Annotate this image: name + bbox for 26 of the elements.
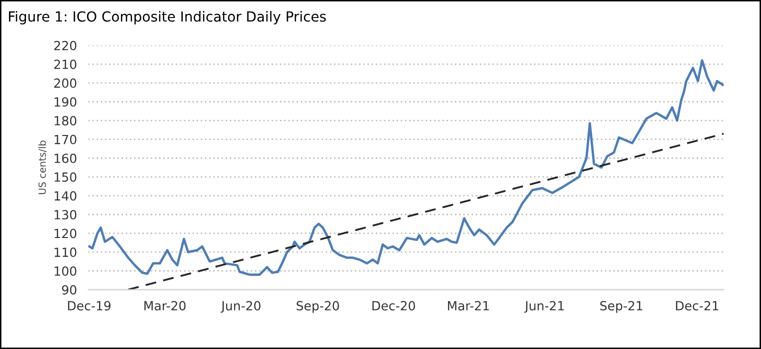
y-axis-title: US cents/lb (38, 140, 47, 194)
y-tick-label: 110 (54, 248, 76, 258)
y-tick-label: 150 (54, 172, 76, 182)
y-tick-label: 120 (54, 228, 76, 238)
x-tick-label: Sep-21 (600, 301, 642, 313)
y-tick-label: 130 (54, 210, 76, 220)
y-tick-label: 220 (54, 40, 76, 50)
x-tick-label: Dec-19 (68, 301, 111, 310)
x-tick-label: Jun-20 (220, 301, 260, 313)
y-tick-label: 160 (54, 154, 76, 164)
line-series (88, 59, 724, 276)
y-tick-label: 170 (54, 134, 76, 144)
y-tick-label: 200 (54, 78, 76, 88)
x-tick-label: Dec-20 (372, 301, 415, 310)
y-tick-label: 140 (54, 191, 76, 201)
y-tick-label: 90 (62, 285, 76, 295)
x-tick-label: Jun-21 (524, 301, 564, 313)
y-tick-label: 180 (54, 116, 76, 126)
x-tick-label: Sep-20 (296, 301, 339, 313)
x-tick-label: Mar-20 (144, 301, 186, 310)
x-tick-label: Dec-21 (676, 301, 718, 310)
y-tick-label: 190 (54, 97, 76, 107)
y-tick-label: 210 (54, 60, 76, 70)
chart-title: Figure 1: ICO Composite Indicator Daily Prices (8, 10, 326, 24)
x-tick-label: Mar-21 (448, 301, 489, 310)
y-tick-label: 100 (54, 266, 76, 276)
